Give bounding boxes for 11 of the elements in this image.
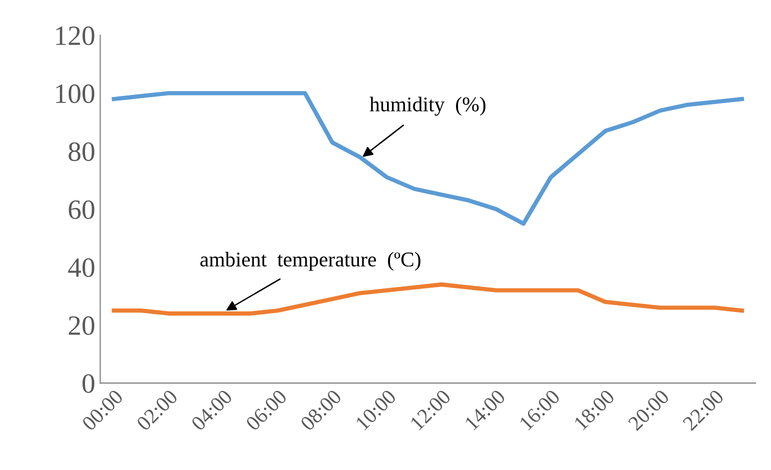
annotation: ambient temperature (ºC) [200, 252, 420, 271]
line-series [112, 91, 744, 226]
y-tick-label: 60 [68, 200, 94, 220]
y-tick-label: 120 [56, 26, 94, 46]
y-tick-label: 40 [68, 258, 94, 278]
y-tick-label: 100 [56, 84, 94, 104]
annotation: humidity (%) [370, 96, 486, 116]
line-series [112, 282, 744, 316]
y-tick-label: 80 [68, 142, 94, 162]
y-tick-label: 20 [68, 316, 94, 335]
y-tick-label: 0 [82, 374, 94, 393]
